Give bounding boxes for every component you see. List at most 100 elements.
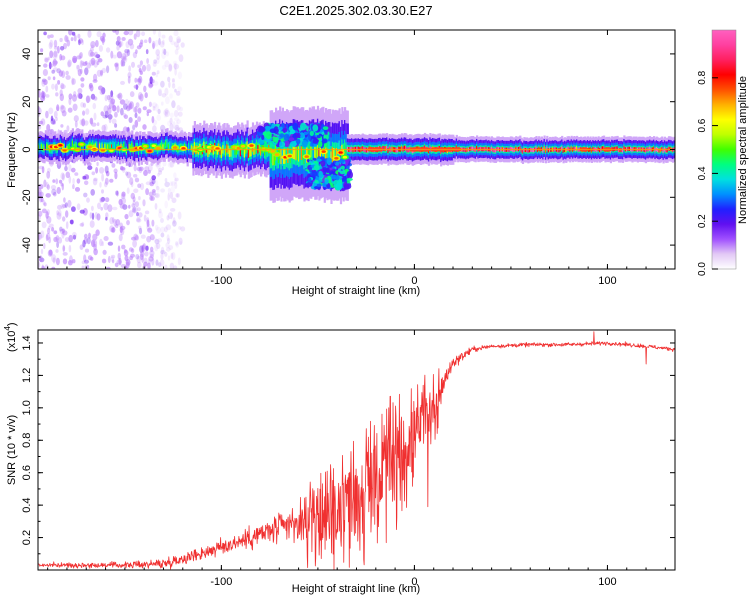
spectrogram-band-cell <box>243 149 246 158</box>
spectrogram-speckle <box>144 210 150 215</box>
spectrogram-blob-core <box>240 145 246 148</box>
spectrogram-band-cell <box>186 148 189 154</box>
spectrogram-speckle <box>135 201 139 208</box>
spectrogram-speckle <box>40 230 45 239</box>
spectrogram-lobe-cell <box>313 164 320 171</box>
spectrogram-speckle <box>173 172 177 179</box>
spectrogram-speckle <box>47 76 51 81</box>
spectrogram-speckle <box>93 51 99 58</box>
spectrogram-speckle <box>121 37 126 41</box>
spectrogram-speckle <box>172 79 175 86</box>
spectrogram-speckle <box>69 255 73 264</box>
spectrogram-band-cell <box>109 143 112 149</box>
spectrogram-speckle <box>161 34 166 39</box>
spectrogram-band-cell <box>148 143 151 149</box>
spectrogram-band-cell <box>189 145 192 151</box>
spectrogram-speckle <box>154 239 160 245</box>
spectrogram-speckle <box>132 196 136 203</box>
spectrogram-speckle <box>132 239 138 248</box>
spectrogram-speckle <box>62 216 66 222</box>
spectrogram-band-cell <box>101 143 104 149</box>
spectrogram-speckle <box>45 193 51 198</box>
spectrogram-speckle <box>178 237 183 245</box>
spectrogram-speckle <box>85 108 90 115</box>
spectrogram-speckle <box>99 167 105 174</box>
spectrogram-speckle <box>138 227 143 235</box>
spectrogram-speckle <box>141 64 147 72</box>
spectrogram-speckle <box>83 233 88 239</box>
spectrogram-speckle <box>177 257 181 266</box>
spectrogram-speckle <box>101 241 104 247</box>
spectrogram-speckle <box>111 163 116 168</box>
snr-y-tick-label: 0.2 <box>21 530 33 545</box>
spectrogram-speckle <box>79 244 84 250</box>
spectrogram-speckle <box>110 98 116 105</box>
spectrogram-speckle <box>165 96 170 105</box>
spectrogram-speckle <box>160 246 165 254</box>
spectrogram-lobe-cell <box>335 161 340 166</box>
spectrogram-speckle <box>89 212 93 219</box>
spectrogram-band-cell <box>75 143 78 149</box>
spectrogram-y-tick-label: 40 <box>21 48 33 60</box>
spectrogram-speckle <box>143 214 147 222</box>
spectrogram-speckle <box>172 121 176 129</box>
spectrogram-band-cell <box>67 145 70 151</box>
spectrogram-speckle <box>148 101 152 108</box>
spectrogram-band-cell <box>38 145 41 150</box>
spectrogram-speckle <box>59 37 63 43</box>
spectrogram-band-cell <box>476 145 479 150</box>
spectrogram-speckle <box>92 79 98 83</box>
spectrogram-lobe-cell <box>344 183 352 190</box>
spectrogram-speckle <box>157 108 161 115</box>
spectrogram-band-cell <box>166 140 169 146</box>
spectrogram-speckle <box>55 178 59 185</box>
spectrogram-speckle <box>162 39 165 45</box>
spectrogram-speckle <box>65 75 71 80</box>
spectrogram-speckle <box>122 204 128 210</box>
spectrogram-speckle <box>152 106 156 111</box>
spectrogram-speckle <box>168 245 174 250</box>
spectrogram-speckle <box>177 71 183 80</box>
spectrogram-band-cell <box>565 148 568 153</box>
spectrogram-y-tick-label: -40 <box>21 237 33 253</box>
spectrogram-speckle <box>62 252 68 256</box>
spectrogram-band-cell <box>279 144 282 160</box>
spectrogram-speckle <box>57 45 60 54</box>
spectrogram-speckle <box>83 254 87 262</box>
spectrogram-speckle <box>135 30 141 38</box>
spectrogram-speckle <box>89 117 94 125</box>
snr-panel: -100 0 100 0.2 0.4 0.6 0.8 1.0 1.2 1.4 Height of… <box>3 322 676 595</box>
spectrogram-speckle <box>160 80 165 88</box>
spectrogram-speckle <box>141 31 146 37</box>
spectrogram-speckle <box>158 262 162 268</box>
spectrogram-speckle <box>168 81 171 88</box>
spectrogram-speckle <box>144 92 148 99</box>
spectrogram-lobe-cell <box>282 128 288 133</box>
spectrogram-lobe-cell <box>317 135 321 139</box>
spectrogram-speckle <box>121 53 127 61</box>
spectrogram-speckle <box>47 226 51 230</box>
spectrogram-speckle <box>136 255 141 264</box>
spectrogram-band-cell <box>127 145 130 150</box>
spectrogram-blob-core <box>304 155 309 158</box>
spectrogram-speckle <box>103 202 109 211</box>
spectrogram-speckle <box>165 51 169 57</box>
spectrogram-speckle <box>95 229 100 236</box>
spectrogram-speckle <box>42 92 45 100</box>
spectrogram-speckle <box>154 224 159 231</box>
spectrogram-speckle <box>72 57 77 64</box>
spectrogram-speckle <box>180 42 185 48</box>
spectrogram-speckle <box>95 54 101 59</box>
spectrogram-speckle <box>170 208 176 212</box>
spectrogram-speckle <box>127 38 134 46</box>
spectrogram-speckle <box>45 110 49 119</box>
spectrogram-speckle <box>142 106 147 111</box>
spectrogram-speckle <box>164 108 169 114</box>
spectrogram-speckle <box>76 178 81 184</box>
spectrogram-speckle <box>118 234 123 242</box>
colorbar-frame <box>711 29 737 270</box>
spectrogram-speckle <box>119 99 126 105</box>
spectrogram-speckle <box>173 62 177 70</box>
spectrogram-speckle <box>125 171 129 176</box>
spectrogram-speckle <box>64 165 68 172</box>
